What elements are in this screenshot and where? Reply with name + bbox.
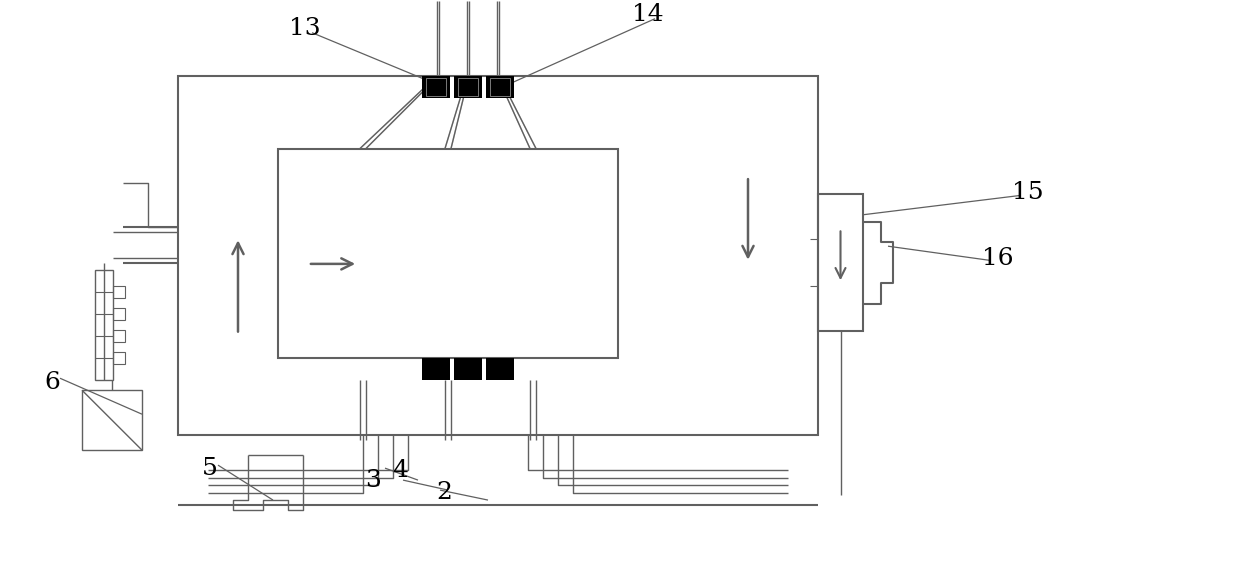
Text: 2: 2 bbox=[436, 481, 452, 504]
Bar bbox=[422, 358, 450, 380]
Bar bbox=[453, 76, 482, 98]
Text: 4: 4 bbox=[392, 459, 408, 482]
Text: 6: 6 bbox=[45, 371, 59, 394]
Text: 15: 15 bbox=[1012, 181, 1043, 204]
Bar bbox=[278, 148, 618, 358]
Bar bbox=[113, 309, 125, 320]
Bar bbox=[113, 287, 125, 298]
Bar bbox=[95, 270, 113, 380]
Bar bbox=[453, 358, 482, 380]
Bar bbox=[818, 194, 864, 331]
Text: 13: 13 bbox=[289, 17, 321, 40]
Bar bbox=[489, 78, 510, 96]
Text: 5: 5 bbox=[202, 457, 218, 479]
Bar bbox=[486, 358, 514, 380]
Bar bbox=[113, 331, 125, 342]
Text: 14: 14 bbox=[632, 3, 664, 26]
Bar bbox=[458, 78, 478, 96]
Text: 3: 3 bbox=[366, 469, 380, 492]
Bar bbox=[82, 390, 142, 450]
Bar bbox=[422, 76, 450, 98]
Bar bbox=[486, 76, 514, 98]
Bar bbox=[178, 76, 818, 435]
Bar bbox=[113, 352, 125, 364]
Text: 16: 16 bbox=[983, 247, 1014, 270]
Bar bbox=[426, 78, 446, 96]
